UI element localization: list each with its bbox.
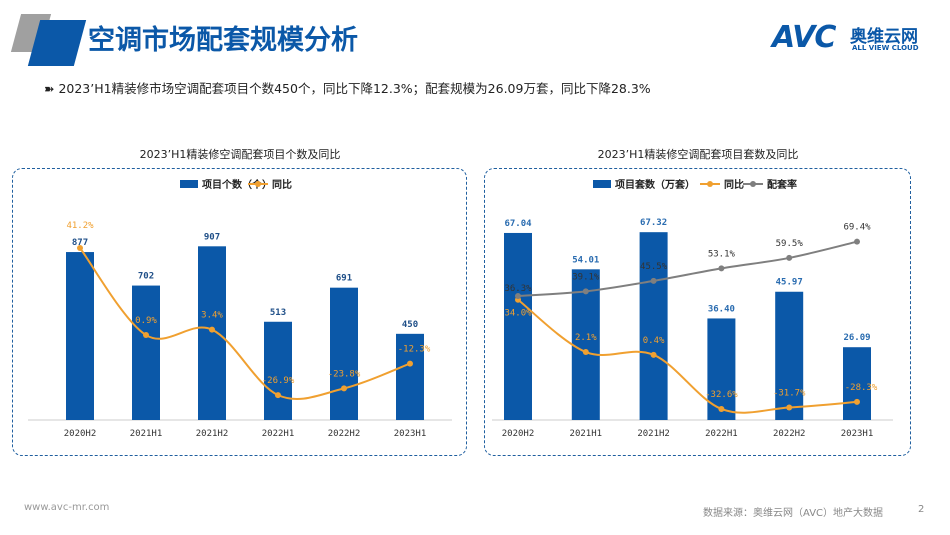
x-tick-label: 2022H1	[262, 429, 295, 439]
line-series-yoy	[79, 247, 411, 400]
page-number: 2	[918, 504, 925, 515]
x-tick-label: 2020H2	[502, 429, 535, 439]
bar-data-label: 26.09	[843, 333, 870, 343]
bar-data-label: 36.40	[708, 304, 735, 314]
bar-data-label: 907	[204, 232, 220, 242]
bar	[396, 333, 424, 420]
bar	[66, 252, 94, 420]
legend-label: 同比	[272, 178, 292, 191]
line-data-label: 41.2%	[66, 221, 94, 231]
bar	[571, 269, 600, 420]
line-series-rate	[517, 240, 858, 297]
x-tick-label: 2023H1	[841, 429, 874, 439]
line-data-label: 69.4%	[843, 223, 871, 233]
bar-data-label: 877	[72, 238, 88, 248]
bar	[264, 321, 292, 420]
line-point	[854, 238, 860, 245]
legend-bar-swatch	[180, 180, 198, 188]
line-data-label: 59.5%	[776, 239, 804, 249]
arrow-icon: ➽	[44, 81, 59, 96]
bar-data-label: 513	[270, 308, 286, 318]
line-point	[854, 398, 860, 405]
x-tick-label: 2022H2	[328, 429, 361, 439]
page-title: 空调市场配套规模分析	[88, 25, 358, 56]
bar	[198, 246, 226, 420]
footer-url[interactable]: www.avc-mr.com	[24, 502, 110, 513]
line-series-yoy	[517, 298, 858, 414]
bar	[504, 232, 532, 420]
line-point	[650, 277, 657, 284]
x-tick-label: 2021H1	[570, 429, 603, 439]
line-data-label: 3.4%	[201, 311, 223, 321]
legend-label: 同比	[724, 178, 744, 191]
bar-data-label: 45.97	[776, 278, 803, 288]
line-point	[209, 326, 215, 333]
bar-data-label: 67.32	[640, 218, 667, 228]
line-data-label: 0.4%	[643, 336, 665, 346]
line-data-label: 0.9%	[135, 316, 157, 326]
line-data-label: -28.3%	[845, 383, 878, 393]
legend-label: 项目个数（个）	[202, 178, 272, 191]
x-tick-label: 2021H2	[637, 429, 670, 439]
line-data-label: 45.5%	[640, 262, 668, 272]
line-data-label: -31.7%	[773, 388, 806, 398]
line-data-label: -23.8%	[328, 369, 361, 379]
legend-bar-swatch	[593, 180, 611, 188]
bar-data-label: 450	[402, 320, 418, 330]
chart-frame-left	[12, 168, 467, 456]
x-tick-label: 2020H2	[64, 429, 97, 439]
line-point	[341, 385, 347, 392]
x-tick-label: 2021H1	[130, 429, 163, 439]
legend-label: 配套率	[767, 178, 797, 191]
bar	[330, 287, 358, 420]
bar-data-label: 67.04	[504, 219, 532, 229]
line-data-label: 2.1%	[575, 333, 597, 343]
bar-data-label: 702	[138, 272, 154, 282]
line-point	[718, 265, 725, 272]
line-data-label: -26.9%	[262, 376, 295, 386]
bar	[843, 347, 871, 420]
bar	[639, 232, 668, 420]
x-tick-label: 2023H1	[394, 429, 427, 439]
line-data-label: -32.6%	[705, 390, 738, 400]
line-data-label: 34.0%	[504, 309, 532, 319]
bar	[775, 291, 804, 420]
legend-marker	[750, 181, 756, 187]
line-point	[786, 404, 793, 411]
line-point	[582, 288, 589, 295]
line-point	[650, 351, 657, 358]
x-tick-label: 2022H1	[705, 429, 738, 439]
legend-marker	[707, 181, 713, 187]
line-data-label: 53.1%	[708, 249, 736, 259]
summary-bullet: ➽ 2023’H1精装修市场空调配套项目个数450个，同比下降12.3%；配套规…	[44, 81, 651, 96]
bar	[132, 285, 160, 420]
chart-title-left: 2023’H1精装修空调配套项目个数及同比	[139, 148, 341, 161]
line-point	[143, 332, 149, 339]
line-point	[515, 292, 521, 299]
bar-data-label: 691	[336, 274, 352, 284]
legend-marker	[255, 181, 261, 187]
line-point	[718, 405, 725, 412]
legend-label: 项目套数（万套）	[615, 178, 695, 191]
chart-title-right: 2023’H1精装修空调配套项目套数及同比	[597, 148, 799, 161]
bar-data-label: 54.01	[572, 255, 599, 265]
line-point	[786, 254, 793, 261]
logo: AVC 奥维云网 ALL VIEW CLOUD	[772, 20, 919, 55]
line-data-label: 36.3%	[504, 284, 532, 294]
line-point	[582, 349, 589, 356]
data-source: 数据来源：奥维云网（AVC）地产大数据	[703, 508, 884, 519]
line-data-label: -12.3%	[398, 345, 431, 355]
chart-frame-right	[484, 168, 911, 456]
line-data-label: 39.1%	[572, 272, 600, 282]
x-tick-label: 2022H2	[773, 429, 806, 439]
line-point	[407, 360, 413, 367]
line-point	[275, 392, 281, 399]
x-tick-label: 2021H2	[196, 429, 229, 439]
line-point	[77, 245, 83, 252]
